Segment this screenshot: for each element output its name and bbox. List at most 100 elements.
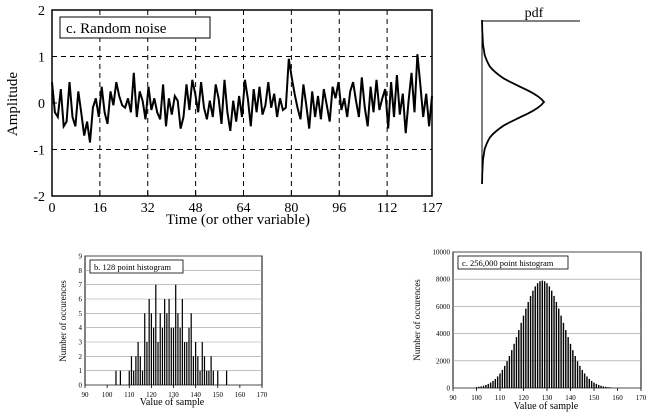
hist128-bar — [161, 327, 164, 385]
hist256k-bar — [572, 350, 574, 388]
hist128-x-tick-label: 90 — [82, 391, 90, 399]
hist128-x-axis-label: Value of sample — [140, 397, 205, 408]
hist128-bar — [172, 327, 175, 385]
noise-x-ticks: 0 16 32 48 64 80 96 112 127 — [49, 191, 443, 216]
noise-y-tick-label: 2 — [38, 4, 45, 19]
noise-x-tick-label: 32 — [141, 201, 155, 216]
hist128-x-tick-label: 140 — [190, 391, 201, 399]
hist256k-bar — [485, 384, 487, 388]
hist256k-x-tick-label: 100 — [471, 394, 482, 402]
hist256k-panel-label: c. 256,000 point histogram — [462, 258, 554, 268]
hist128-bar — [203, 356, 206, 385]
hist128-bar — [115, 370, 117, 385]
hist128-y-axis-label: Number of occurences — [58, 280, 68, 362]
hist128-bar — [197, 356, 199, 385]
hist256k-bar — [534, 286, 536, 388]
pdf-curve — [481, 19, 546, 185]
hist128-bar — [128, 370, 130, 385]
noise-x-tick-label: 64 — [236, 201, 250, 216]
hist256k-bar — [546, 283, 548, 388]
noise-series-line — [51, 54, 433, 143]
hist256k-bar — [576, 361, 579, 388]
hist256k-bar — [475, 387, 478, 388]
hist256k-bar — [506, 361, 508, 388]
hist128-bar — [170, 327, 172, 385]
hist256k-bar — [511, 350, 513, 388]
hist128-bar — [130, 356, 133, 385]
hist256k-bar — [560, 315, 562, 388]
histogram-256000: 0 2000 4000 6000 8000 10000 90 100 110 120 130 140… — [412, 249, 647, 413]
hist256k-bar — [551, 290, 553, 388]
hist128-bar — [201, 342, 203, 385]
hist256k-bar — [536, 283, 539, 388]
pdf-title: pdf — [525, 6, 544, 21]
hist256k-bar — [595, 383, 598, 388]
hist256k-bars — [475, 280, 612, 388]
hist256k-panel-label-box — [457, 255, 569, 270]
hist128-bar — [210, 356, 212, 385]
hist256k-bar — [489, 382, 492, 388]
hist256k-bar — [593, 382, 595, 388]
hist128-bar — [139, 356, 141, 385]
hist128-bar — [135, 356, 137, 385]
hist256k-bar — [501, 369, 504, 388]
hist128-y-tick-label: 3 — [79, 339, 83, 347]
hist256k-bar — [539, 281, 541, 388]
hist256k-bar — [494, 378, 497, 388]
hist128-bar — [212, 370, 214, 385]
noise-x-axis-label: Time (or other variable) — [166, 212, 310, 228]
hist256k-bar — [480, 386, 482, 388]
hist128-x-tick-label: 100 — [102, 391, 113, 399]
hist256k-bar — [605, 386, 607, 388]
hist256k-bar — [553, 295, 555, 388]
hist256k-x-tick-label: 110 — [495, 394, 506, 402]
hist128-x-tick-label: 170 — [257, 391, 268, 399]
hist256k-bar — [548, 286, 551, 388]
hist128-bar — [166, 313, 168, 385]
hist256k-bar — [607, 387, 609, 388]
hist128-y-tick-label: 8 — [79, 267, 83, 275]
hist256k-bar — [513, 343, 515, 388]
hist256k-x-tick-label: 130 — [542, 394, 553, 402]
hist128-x-tick-label: 160 — [235, 391, 246, 399]
hist128-bar — [190, 313, 192, 385]
hist128-bar — [150, 313, 152, 385]
hist256k-bar — [499, 373, 501, 388]
hist256k-y-tick-label: 2000 — [436, 357, 451, 365]
hist256k-bar — [598, 384, 600, 388]
hist128-x-tick-label: 120 — [146, 391, 157, 399]
hist256k-bar — [569, 343, 572, 388]
hist256k-bar — [543, 281, 546, 388]
hist128-x-tick-label: 130 — [168, 391, 179, 399]
noise-x-tick-label: 0 — [49, 201, 56, 216]
hist256k-bar — [525, 308, 527, 388]
hist128-bar — [164, 299, 166, 385]
hist128-bar — [144, 313, 146, 385]
hist128-y-tick-label: 0 — [79, 382, 83, 390]
noise-grid — [52, 10, 432, 196]
hist128-bar — [137, 342, 139, 385]
hist128-x-tick-label: 150 — [213, 391, 224, 399]
hist256k-bar — [590, 380, 593, 388]
hist128-bar — [181, 299, 183, 385]
hist128-bar — [217, 370, 219, 385]
hist256k-bar — [532, 290, 534, 388]
hist256k-bar — [574, 355, 576, 388]
hist256k-x-tick-label: 160 — [612, 394, 623, 402]
hist128-bar — [225, 370, 228, 385]
hist128-bar — [175, 284, 177, 385]
hist128-y-tick-label: 6 — [79, 296, 83, 304]
hist128-y-tick-label: 9 — [79, 253, 83, 261]
hist128-bar — [157, 342, 159, 385]
hist256k-bar — [600, 385, 602, 388]
hist128-y-tick-label: 1 — [79, 367, 83, 375]
hist128-panel-label: b. 128 point histogram — [94, 262, 171, 272]
hist256k-bar — [522, 315, 525, 388]
hist256k-bar — [504, 365, 506, 388]
hist128-bar — [168, 299, 170, 385]
hist128-bar — [155, 284, 157, 385]
noise-x-tick-label: 96 — [332, 201, 346, 216]
hist128-y-tick-label: 7 — [79, 281, 83, 289]
hist256k-y-tick-label: 4000 — [436, 330, 451, 338]
hist256k-bar — [586, 376, 588, 388]
